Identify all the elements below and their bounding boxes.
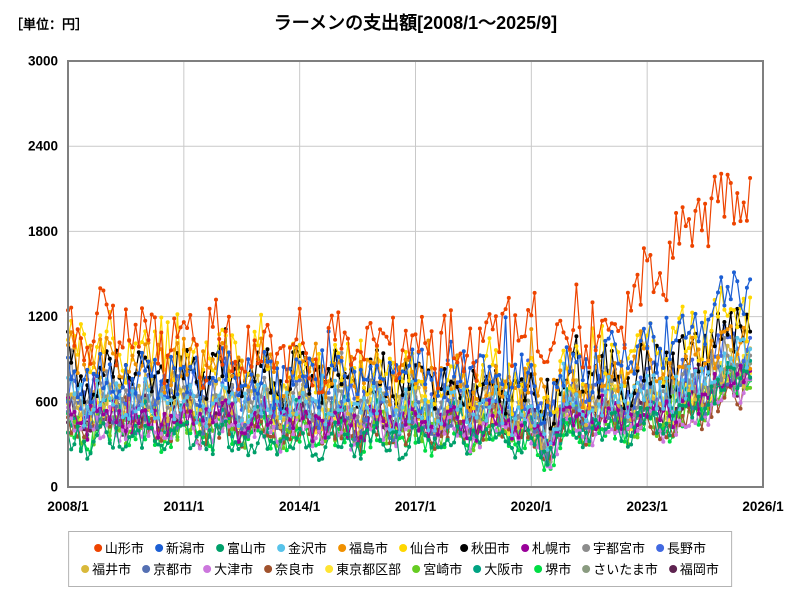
legend-item-大津市: 大津市 — [203, 559, 253, 578]
legend-item-京都市: 京都市 — [142, 559, 192, 578]
y-tick-label: 3000 — [28, 54, 58, 69]
legend-dot-icon — [337, 543, 346, 552]
series-markers-福島市 — [66, 324, 753, 414]
legend-label: 富山市 — [226, 541, 266, 556]
legend-dot-icon — [668, 564, 677, 573]
legend-item-東京都区部: 東京都区部 — [325, 559, 401, 578]
y-tick-label: 0 — [50, 480, 58, 495]
legend-item-長野市: 長野市 — [656, 538, 706, 557]
legend-label: 長野市 — [667, 541, 707, 556]
legend-dot-icon — [412, 564, 421, 573]
legend-label: 山形市 — [104, 541, 144, 556]
legend-item-富山市: 富山市 — [215, 538, 266, 557]
legend-label: 大津市 — [214, 562, 254, 577]
legend-item-福島市: 福島市 — [337, 538, 388, 557]
legend-item-宮崎市: 宮崎市 — [412, 559, 462, 578]
y-tick-label: 2400 — [28, 139, 58, 154]
legend-dot-icon — [203, 564, 212, 573]
legend-dot-icon — [582, 564, 591, 573]
legend-dot-icon — [154, 543, 163, 552]
legend-label: 札幌市 — [532, 541, 572, 556]
legend-item-仙台市: 仙台市 — [398, 538, 450, 557]
legend-item-大阪市: 大阪市 — [473, 559, 523, 578]
series-markers-京都市 — [66, 354, 753, 465]
legend-label: 奈良市 — [275, 562, 315, 577]
legend-row: 福井市 京都市 大津市 奈良市 東京都区部 宮崎市 大阪市 堺市 さいたま市 福岡市 — [81, 559, 719, 578]
legend-dot-icon — [398, 543, 407, 552]
legend-item-宇都宮市: 宇都宮市 — [582, 538, 645, 557]
legend-item-福井市: 福井市 — [81, 559, 131, 578]
legend-dot-icon — [582, 543, 591, 552]
legend-row: 山形市 新潟市 富山市 金沢市 福島市 仙台市 秋田市 札幌市 宇都宮市 長野市 — [81, 538, 719, 557]
x-tick-label: 2023/1 — [627, 499, 669, 514]
legend-dot-icon — [656, 543, 665, 552]
legend-dot-icon — [264, 564, 273, 573]
legend-label: 宇都宮市 — [593, 541, 646, 556]
legend-dot-icon — [93, 543, 102, 552]
x-tick-label: 2011/1 — [164, 499, 205, 514]
legend-dot-icon — [142, 564, 151, 573]
legend-item-山形市: 山形市 — [93, 538, 144, 557]
legend: 山形市 新潟市 富山市 金沢市 福島市 仙台市 秋田市 札幌市 宇都宮市 長野市福井市 京都市 大津市… — [68, 531, 732, 587]
y-tick-label: 1200 — [28, 309, 58, 324]
legend-label: 堺市 — [545, 562, 572, 577]
x-tick-label: 2014/1 — [279, 499, 321, 514]
x-tick-label: 2026/1 — [742, 499, 784, 514]
chart-title: ラーメンの支出額[2008/1～2025/9] — [273, 13, 558, 33]
legend-label: 秋田市 — [471, 541, 511, 556]
legend-item-秋田市: 秋田市 — [460, 538, 510, 557]
legend-label: 仙台市 — [409, 541, 450, 556]
legend-dot-icon — [460, 543, 469, 552]
legend-item-福岡市: 福岡市 — [668, 559, 719, 578]
legend-label: 金沢市 — [287, 541, 327, 556]
legend-label: 福岡市 — [679, 562, 719, 577]
legend-dot-icon — [325, 564, 334, 573]
legend-dot-icon — [81, 564, 90, 573]
legend-item-奈良市: 奈良市 — [264, 559, 314, 578]
legend-item-さいたま市: さいたま市 — [582, 559, 658, 578]
legend-dot-icon — [276, 543, 285, 552]
x-tick-label: 2017/1 — [395, 499, 437, 514]
plot-frame — [67, 60, 764, 488]
legend-label: 宮崎市 — [423, 562, 463, 577]
x-tick-label: 2008/1 — [47, 499, 89, 514]
plot-area: 0 600 1200 1800 2400 3000 2008/1 2011/1 2014/1 20… — [28, 54, 784, 515]
legend-label: 東京都区部 — [336, 562, 402, 577]
y-tick-label: 1800 — [28, 224, 58, 239]
legend-item-札幌市: 札幌市 — [521, 538, 571, 557]
legend-item-新潟市: 新潟市 — [154, 538, 205, 557]
legend-item-金沢市: 金沢市 — [276, 538, 327, 557]
legend-dot-icon — [215, 543, 224, 552]
unit-label: ［単位：円］ — [10, 17, 89, 32]
legend-label: さいたま市 — [593, 562, 658, 577]
y-tick-label: 600 — [35, 394, 58, 409]
x-tick-label: 2020/1 — [511, 499, 553, 514]
legend-label: 福島市 — [348, 541, 388, 556]
series-markers-富山市 — [66, 365, 753, 467]
legend-label: 大阪市 — [484, 562, 524, 577]
legend-dot-icon — [521, 543, 530, 552]
legend-item-堺市: 堺市 — [534, 559, 571, 578]
legend-dot-icon — [473, 564, 482, 573]
legend-label: 京都市 — [153, 562, 193, 577]
legend-dot-icon — [534, 564, 543, 573]
legend-label: 新潟市 — [165, 541, 205, 556]
legend-label: 福井市 — [92, 562, 132, 577]
